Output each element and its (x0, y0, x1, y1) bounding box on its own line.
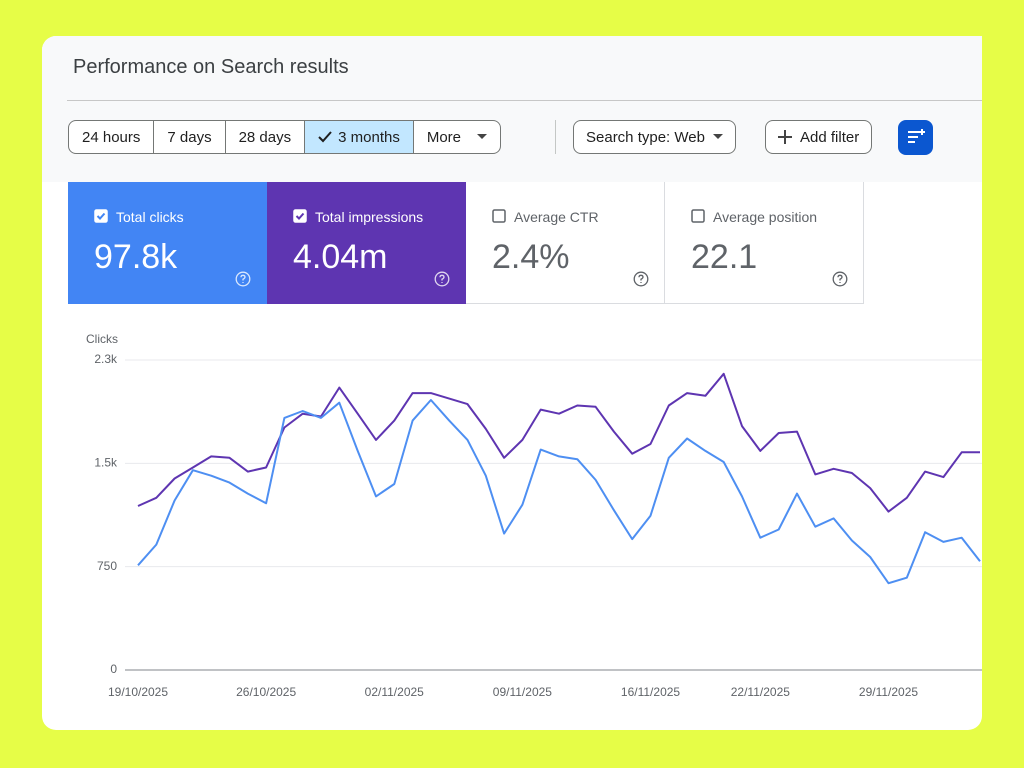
help-icon[interactable] (235, 271, 251, 287)
checkbox-check (96, 212, 106, 220)
date-range-button[interactable]: 7 days (154, 121, 226, 153)
filter-icon (908, 129, 925, 143)
metric-label: Average CTR (514, 209, 599, 225)
filter-settings-button[interactable] (898, 120, 933, 155)
divider (67, 100, 982, 101)
metric-value: 2.4% (492, 238, 570, 276)
toolbar-area (42, 36, 982, 182)
performance-panel: Performance on Search results 24 hours 7 … (42, 36, 982, 730)
series-line (137, 372, 980, 513)
metric-card[interactable]: Total impressions 4.04m (267, 182, 466, 304)
metric-value: 22.1 (691, 238, 758, 276)
help-circle (633, 271, 649, 287)
metric-cards: Total clicks 97.8k Total impressions 4.04m A… (68, 182, 864, 304)
date-range-button[interactable]: More (414, 121, 500, 153)
help-icon[interactable] (434, 271, 450, 287)
plus-icon (778, 130, 792, 144)
help-mark (837, 274, 843, 283)
button-label: Search type: Web (586, 128, 705, 146)
divider (555, 120, 556, 154)
help-icon[interactable] (633, 271, 649, 287)
checkbox (94, 209, 108, 223)
button-label: 28 days (238, 128, 292, 146)
series-line (137, 399, 981, 585)
checkbox-box (691, 209, 705, 223)
metric-label: Total clicks (116, 209, 184, 225)
help-mark (638, 274, 644, 283)
date-range-button[interactable]: 28 days (226, 121, 306, 153)
x-tick-label: 26/10/2025 (236, 685, 296, 699)
y-axis-title: Clicks (86, 332, 118, 346)
date-range-group: 24 hours 7 days 28 days 3 months More (68, 120, 502, 154)
y-tick-label: 0 (110, 662, 117, 676)
metric-card[interactable]: Average position 22.1 (665, 182, 864, 304)
x-tick-label: 19/10/2025 (108, 685, 168, 699)
check-path (318, 131, 332, 143)
page-title: Performance on Search results (73, 56, 349, 78)
metric-card[interactable]: Average CTR 2.4% (466, 182, 665, 304)
add-filter-button[interactable]: Add filter (765, 120, 873, 154)
help-mark (240, 274, 246, 283)
help-circle (235, 271, 251, 287)
y-tick-label: 1.5k (94, 456, 118, 470)
metric-card[interactable]: Total clicks 97.8k (68, 182, 267, 304)
date-range-button[interactable]: 3 months (305, 121, 414, 153)
button-label: 7 days (167, 128, 212, 146)
dropdown-icon (477, 134, 488, 139)
help-icon[interactable] (832, 271, 848, 287)
metric-value: 4.04m (293, 238, 388, 276)
help-circle (434, 271, 450, 287)
y-tick-label: 750 (97, 559, 117, 573)
search-type-button[interactable]: Search type: Web (573, 120, 736, 154)
checkbox-check (295, 212, 305, 220)
x-tick-label: 22/11/2025 (731, 685, 790, 699)
metric-label: Total impressions (315, 209, 424, 225)
date-range-button[interactable]: 24 hours (69, 121, 155, 153)
help-mark (439, 274, 445, 283)
x-tick-label: 16/11/2025 (621, 685, 680, 699)
checkbox (691, 209, 705, 223)
x-tick-label: 29/11/2025 (859, 685, 918, 699)
checkbox (293, 209, 307, 223)
button-label: 3 months (338, 128, 400, 146)
checkbox (492, 209, 506, 223)
x-tick-label: 09/11/2025 (493, 685, 552, 699)
check-icon (318, 131, 332, 143)
button-label: 24 hours (82, 128, 141, 146)
button-label: Add filter (800, 128, 860, 146)
x-tick-label: 02/11/2025 (365, 685, 424, 699)
metric-value: 97.8k (94, 238, 178, 276)
button-label: More (426, 128, 462, 146)
dropdown-icon (712, 134, 723, 139)
checkbox-box (492, 209, 506, 223)
metric-label: Average position (713, 209, 818, 225)
dropdown-path (477, 134, 488, 139)
y-tick-label: 2.3k (94, 352, 118, 366)
help-circle (832, 271, 848, 287)
